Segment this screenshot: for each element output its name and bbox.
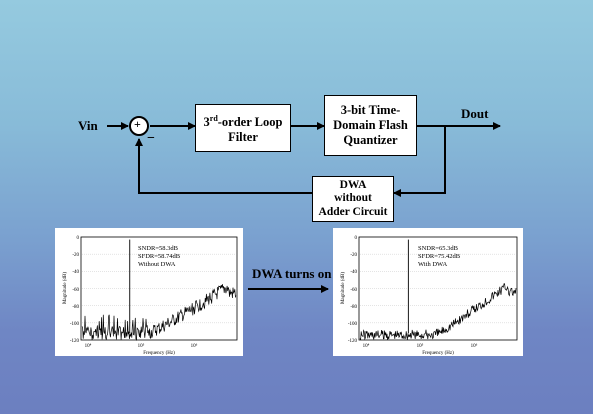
spectrum-trace [81,284,237,341]
y-tick-label: -40 [350,270,357,275]
y-tick-label: -120 [70,339,80,344]
annotation-sndr: SNDR=58.3dB [138,245,179,252]
annotation-mode: With DWA [418,261,447,268]
x-tick-label: 10⁵ [417,343,424,349]
dwa-line3: Adder Circuit [318,205,388,218]
y-tick-label: -60 [72,288,79,293]
loop-filter-block: 3rd-order Loop Filter [195,104,291,152]
quantizer-block: 3-bit Time- Domain Flash Quantizer [324,95,417,156]
spectrum-gridlines [82,253,236,324]
spectrum-x-tick-labels: 10⁴ 10⁵ 10⁶ [85,343,198,349]
y-tick-label: 0 [77,236,80,241]
input-label-vin: Vin [78,118,98,133]
annotation-sndr: SNDR=65.3dB [418,245,459,252]
y-tick-label: -20 [350,253,357,258]
dwa-block: DWA without Adder Circuit [312,176,394,222]
spectrum-y-axis-label: Magnitude (dB) [63,272,68,304]
spectrum-y-tick-labels: 0 -20 -40 -60 -80 -100 -120 [348,236,358,344]
spectrum-x-axis-label: Frequency (Hz) [422,351,454,356]
quantizer-line2: Domain Flash [333,118,408,132]
sum-minus-sign: − [147,131,155,146]
loop-filter-title-line2: Filter [228,130,258,145]
y-tick-label: -120 [348,339,358,344]
spectrum-x-axis-label: Frequency (Hz) [143,351,175,356]
dwa-line2: without [334,192,372,205]
spectrum-annotation: SNDR=58.3dB SFDR=58.74dB Without DWA [138,245,181,268]
summing-junction [129,116,149,136]
y-tick-label: -100 [70,322,80,327]
loop-filter-title: -order Loop [217,115,283,130]
quantizer-line3: Quantizer [343,133,398,147]
spectrum-axes-frame [358,236,518,341]
dwa-line1: DWA [339,178,367,191]
spectrum-axes-frame [80,236,238,341]
annotation-sfdr: SFDR=75.42dB [418,253,461,260]
x-tick-label: 10⁴ [85,343,92,349]
spectrum-plot-without-dwa: 0 -20 -40 -60 -80 -100 -120 10⁴ 10⁵ 10⁶ … [55,228,243,356]
x-tick-label: 10⁶ [471,343,478,349]
output-label-dout: Dout [461,106,489,121]
transition-label: DWA turns on [252,266,332,281]
sum-plus-sign: + [134,117,141,131]
spectrum-plot-with-dwa: 0 -20 -40 -60 -80 -100 -120 10⁴ 10⁵ 10⁶ … [333,228,523,356]
spectrum-annotation: SNDR=65.3dB SFDR=75.42dB With DWA [418,245,461,268]
annotation-mode: Without DWA [138,261,176,268]
y-tick-label: 0 [355,236,358,241]
wire-dout-to-dwa [393,126,446,197]
y-tick-label: -20 [72,253,79,258]
spectrum-y-axis-label: Magnitude (dB) [341,272,346,304]
spectrum-y-tick-labels: 0 -20 -40 -60 -80 -100 -120 [70,236,80,344]
y-tick-label: -80 [350,305,357,310]
loop-filter-order: 3 [203,115,210,130]
wire-dwa-to-sum [135,138,312,194]
x-tick-label: 10⁴ [363,343,370,349]
y-tick-label: -60 [350,288,357,293]
loop-filter-order-suffix: rd [209,113,218,123]
y-tick-label: -40 [72,270,79,275]
y-tick-label: -80 [72,305,79,310]
spectrum-gridlines [360,253,516,324]
x-tick-label: 10⁵ [138,343,145,349]
quantizer-line1: 3-bit Time- [340,103,401,117]
y-tick-label: -100 [348,322,358,327]
spectrum-x-tick-labels: 10⁴ 10⁵ 10⁶ [363,343,478,349]
spectrum-trace [359,283,517,341]
annotation-sfdr: SFDR=58.74dB [138,253,181,260]
x-tick-label: 10⁶ [191,343,198,349]
